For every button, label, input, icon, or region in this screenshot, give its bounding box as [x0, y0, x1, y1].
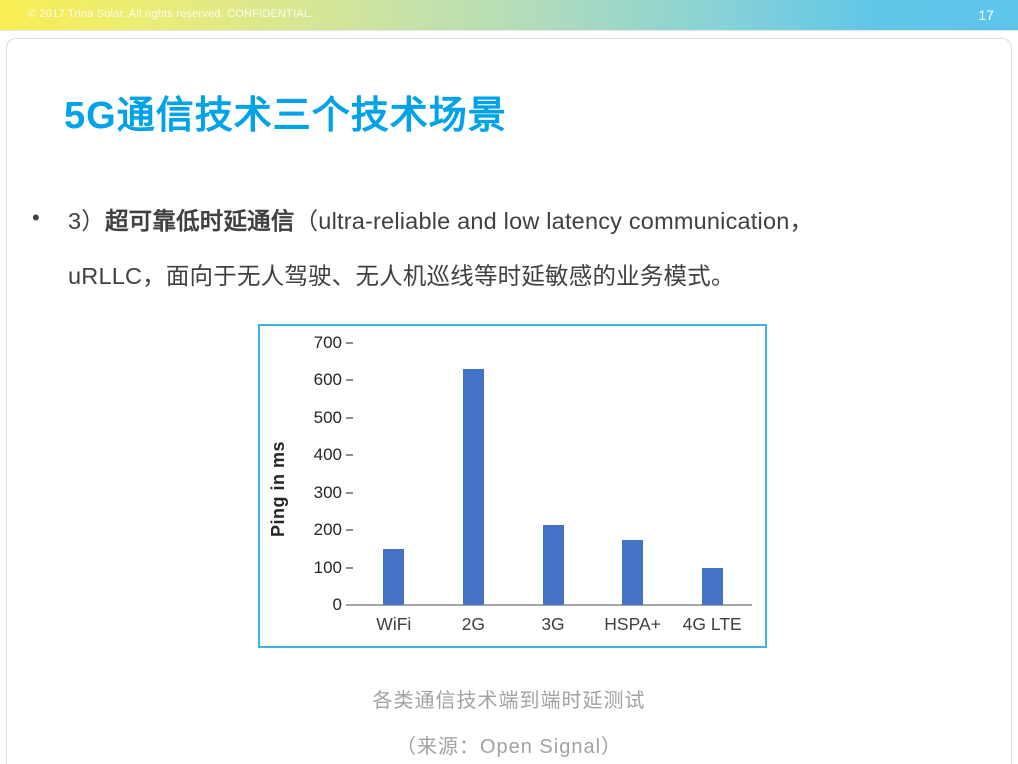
- x-axis-line: [346, 604, 752, 606]
- y-tick-mark: [346, 454, 353, 457]
- latency-bar-chart: Ping in ms 0 100 200 300 400 500 600 700 WiFi 2G 3…: [258, 324, 767, 648]
- y-tick-label: 300: [313, 482, 342, 502]
- bullet-prefix: 3）: [68, 208, 105, 234]
- bullet-marker: •: [32, 205, 40, 230]
- y-tick-label: 0: [332, 595, 342, 614]
- header-banner: © 2017 Trina Solar. All rights reserved.…: [0, 0, 1018, 31]
- bullet-bold-term: 超可靠低时延通信: [104, 208, 295, 234]
- x-category-label: 4G LTE: [682, 614, 742, 634]
- bullet-rest: （ultra-reliable and low latency communic…: [294, 208, 814, 234]
- bar-4g-lte: [701, 568, 723, 605]
- chart-source: （来源：Open Signal）: [395, 736, 623, 758]
- y-tick-mark: [346, 416, 353, 419]
- copyright-text: © 2017 Trina Solar. All rights reserved.…: [28, 8, 314, 20]
- x-category-label: 3G: [541, 614, 565, 634]
- bar-wifi: [383, 548, 405, 605]
- x-category-label: HSPA+: [604, 614, 661, 634]
- y-tick-mark: [346, 566, 353, 569]
- y-tick-label: 200: [313, 520, 342, 540]
- y-tick-label: 500: [313, 407, 342, 427]
- bullet-text-line1: 3）超可靠低时延通信（ultra-reliable and low latenc…: [68, 202, 813, 236]
- page-number: 17: [978, 7, 994, 23]
- y-tick-label: 600: [313, 370, 342, 390]
- x-category-label: 2G: [461, 614, 486, 634]
- bullet-text-line2: uRLLC，面向于无人驾驶、无人机巡线等时延敏感的业务模式。: [68, 263, 735, 289]
- bar-hspa+: [622, 539, 644, 605]
- y-tick-label: 700: [313, 333, 342, 352]
- y-tick-label: 100: [313, 557, 342, 577]
- y-tick-mark: [346, 342, 353, 344]
- x-category-label: WiFi: [376, 614, 412, 634]
- chart-caption: 各类通信技术端到端时延测试: [372, 690, 646, 712]
- bar-3g: [542, 524, 564, 605]
- y-tick-mark: [346, 491, 353, 494]
- y-tick-mark: [346, 379, 353, 382]
- slide-title: 5G通信技术三个技术场景: [64, 95, 507, 137]
- bar-2g: [462, 369, 484, 605]
- y-tick-label: 400: [313, 445, 342, 465]
- y-tick-mark: [346, 529, 353, 532]
